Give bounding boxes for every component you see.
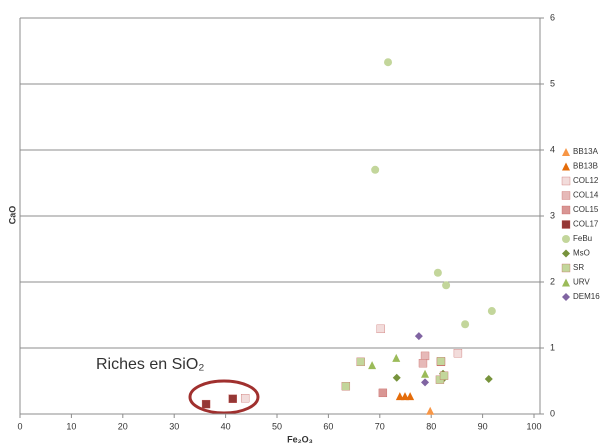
legend-label: DEM16 — [573, 292, 600, 301]
legend-label: COL17 — [573, 220, 599, 229]
legend-label: BB13B — [573, 162, 598, 171]
point — [420, 351, 430, 361]
point — [487, 307, 496, 316]
legend-marker — [562, 235, 570, 243]
legend-label: COL14 — [573, 191, 599, 200]
legend-marker — [561, 191, 571, 200]
x-tick-label: 60 — [323, 421, 333, 431]
x-tick-label: 20 — [118, 421, 128, 431]
point — [395, 392, 404, 401]
legend-label: FeBu — [573, 234, 592, 243]
point — [484, 375, 493, 384]
point — [406, 392, 415, 401]
point — [240, 394, 250, 403]
legend-marker — [562, 148, 570, 156]
y-tick-label: 1 — [550, 342, 555, 352]
point — [418, 359, 428, 368]
point — [421, 378, 430, 387]
point — [376, 324, 385, 334]
x-tick-label: 0 — [17, 421, 22, 431]
point — [442, 281, 451, 290]
legend-label: SR — [573, 263, 584, 272]
point — [368, 361, 377, 370]
point — [400, 392, 409, 401]
legend-marker — [562, 293, 570, 301]
legend-label: COL12 — [573, 176, 599, 185]
legend-marker — [561, 205, 571, 215]
y-tick-label: 2 — [550, 276, 555, 286]
x-tick-label: 50 — [272, 421, 282, 431]
point — [371, 165, 380, 174]
point — [341, 382, 351, 391]
point — [228, 394, 237, 403]
legend-marker — [561, 220, 571, 229]
legend-marker — [562, 249, 570, 258]
legend-marker — [562, 162, 570, 171]
point — [433, 268, 442, 277]
point — [426, 406, 435, 415]
x-tick-label: 40 — [221, 421, 231, 431]
y-axis-title: CaO — [7, 206, 17, 225]
point — [439, 371, 449, 380]
x-tick-label: 80 — [426, 421, 436, 431]
x-tick-label: 30 — [169, 421, 179, 431]
x-tick-label: 100 — [526, 421, 541, 431]
legend-label: MsO — [573, 249, 590, 258]
legend-label: BB13A — [573, 147, 599, 156]
x-tick-label: 10 — [66, 421, 76, 431]
point — [461, 320, 470, 329]
point — [384, 58, 393, 67]
x-tick-label: 70 — [375, 421, 385, 431]
point — [421, 369, 430, 378]
highlight-ellipse — [188, 379, 260, 415]
y-tick-label: 6 — [550, 12, 555, 22]
x-axis-title: Fe₂O₃ — [287, 434, 313, 444]
y-tick-label: 4 — [550, 144, 555, 154]
point — [378, 388, 388, 398]
point — [356, 357, 365, 367]
annotation: Riches en SiO₂ — [96, 356, 204, 373]
legend-marker — [561, 263, 571, 273]
legend-marker — [562, 278, 570, 287]
point — [201, 399, 211, 409]
y-tick-label: 3 — [550, 210, 555, 220]
y-tick-label: 5 — [550, 78, 555, 88]
legend-marker — [561, 176, 571, 186]
legend-label: URV — [573, 278, 590, 287]
point — [453, 349, 463, 358]
y-tick-label: 0 — [550, 408, 555, 418]
point — [414, 332, 423, 341]
point — [436, 357, 446, 366]
point — [392, 353, 401, 362]
x-tick-label: 90 — [478, 421, 488, 431]
point — [392, 373, 401, 382]
legend-label: COL15 — [573, 205, 599, 214]
